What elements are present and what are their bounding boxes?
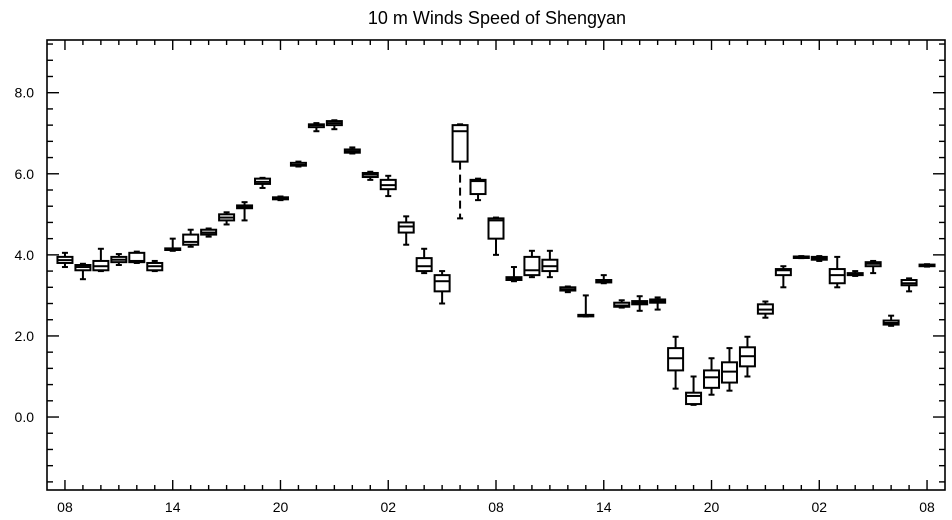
box-item [379,174,397,198]
box-item [828,255,846,289]
box-item [307,122,325,133]
box-item [882,314,900,327]
y-tick-label: 0.0 [15,409,35,425]
box-item [218,211,236,226]
y-axis: 0.0 2.0 4.0 6.0 8.0 [15,43,945,483]
x-tick-label: 02 [380,499,396,515]
box-item [451,123,469,220]
box-item [541,249,559,279]
box-item [846,270,864,277]
box-item [74,262,92,281]
box-item [361,170,379,181]
box-item [631,295,649,312]
box-item [703,357,721,396]
box-item [415,247,433,275]
x-tick-label: 20 [273,499,289,515]
box-item [182,228,200,248]
y-tick-label: 2.0 [15,328,35,344]
box-item [613,299,631,309]
box-item [649,296,667,311]
iqr-box [828,268,846,285]
box-item [200,227,218,238]
x-tick-label: 08 [57,499,73,515]
box-item [559,285,577,294]
plot-frame [46,39,946,491]
iqr-box [415,257,433,273]
box-item [792,255,810,260]
box-item [523,249,541,279]
box-item [254,176,272,189]
x-tick-label: 14 [596,499,612,515]
box-item [56,251,74,269]
iqr-box [703,369,721,389]
box-item [595,274,613,285]
x-tick-label: 08 [488,499,504,515]
x-tick-label: 20 [704,499,720,515]
iqr-box [685,391,703,406]
box-item [146,259,164,273]
iqr-box [451,124,469,163]
iqr-box [667,347,685,372]
box-item [738,335,756,378]
y-tick-label: 4.0 [15,247,35,263]
box-item [110,253,128,266]
box-item [397,215,415,246]
iqr-box [182,233,200,246]
box-item [756,300,774,319]
box-item [900,277,918,293]
box-item [685,375,703,406]
box-item [325,119,343,131]
box-item [164,237,182,252]
box-item [810,255,828,262]
box-item [92,247,110,273]
y-tick-label: 8.0 [15,85,35,101]
box-item [720,347,738,392]
y-tick-label: 6.0 [15,166,35,182]
box-item [487,216,505,256]
box-item [128,250,146,264]
iqr-box [469,178,487,196]
iqr-box [397,221,415,234]
x-tick-label: 02 [811,499,827,515]
box-item [433,270,451,305]
x-tick-label: 14 [165,499,181,515]
box-item [774,265,792,289]
x-axis: 08 14 20 02 08 14 20 02 08 [57,40,935,515]
box-series [56,119,936,406]
iqr-box [128,251,146,264]
box-item [469,177,487,202]
box-item [505,266,523,283]
box-item [577,294,595,318]
box-item [667,335,685,390]
box-item [343,146,361,155]
chart-title: 10 m Winds Speed of Shengyan [368,8,626,28]
box-item [864,259,882,275]
box-item [918,263,936,268]
iqr-box [523,255,541,277]
box-item [236,201,254,222]
box-item [289,160,307,168]
box-item [271,195,289,202]
iqr-box [433,274,451,293]
x-tick-label: 08 [919,499,935,515]
iqr-box [487,217,505,240]
iqr-box [774,268,792,277]
